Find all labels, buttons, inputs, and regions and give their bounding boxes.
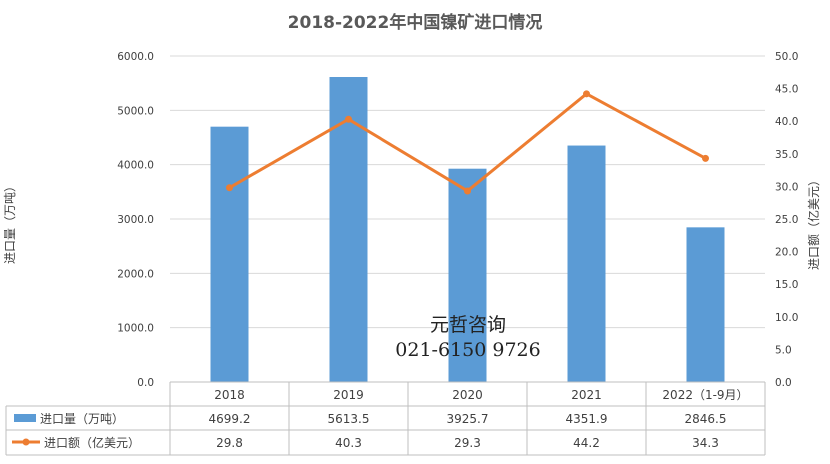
bar <box>567 145 606 382</box>
y2-tick-label: 0.0 <box>775 377 792 389</box>
line-point <box>345 115 352 123</box>
y-tick-label: 6000.0 <box>117 51 154 63</box>
line-point <box>583 90 590 98</box>
y2-tick-label: 30.0 <box>775 181 798 193</box>
bar <box>210 126 249 382</box>
y2-tick-label: 5.0 <box>775 344 792 356</box>
y2-tick-label: 10.0 <box>775 312 798 324</box>
legend-key-bar <box>14 414 36 422</box>
y2-tick-label: 25.0 <box>775 214 798 226</box>
watermark-name: 元哲咨询 <box>430 314 506 336</box>
line-point <box>702 154 709 162</box>
line-series <box>226 90 709 195</box>
chart-title: 2018-2022年中国镍矿进口情况 <box>288 12 543 33</box>
x-tick-label: 2021 <box>571 388 602 402</box>
y2-tick-label: 40.0 <box>775 116 798 128</box>
line-point <box>464 187 471 195</box>
table-cell: 3925.7 <box>447 412 489 426</box>
line-point <box>226 184 233 192</box>
right-axis-ticks: 0.0 5.0 10.0 15.0 20.0 25.0 30.0 35.0 40.0 45.0 50… <box>775 51 798 389</box>
y2-axis-title: 进口额（亿美元） <box>806 174 821 270</box>
table-cell: 4351.9 <box>566 412 608 426</box>
y-tick-label: 5000.0 <box>117 105 154 117</box>
legend-label: 进口量（万吨） <box>40 412 124 426</box>
legend-key-marker <box>22 438 30 446</box>
x-tick-label: 2022（1-9月） <box>662 388 748 402</box>
y2-tick-label: 50.0 <box>775 51 798 63</box>
table-cell: 29.3 <box>454 436 481 450</box>
y2-tick-label: 20.0 <box>775 247 798 259</box>
y2-tick-label: 35.0 <box>775 149 798 161</box>
table-cell: 34.3 <box>692 436 719 450</box>
y-tick-label: 1000.0 <box>117 323 154 335</box>
y-tick-label: 0.0 <box>137 377 154 389</box>
y2-tick-label: 45.0 <box>775 84 798 96</box>
table-cell: 2846.5 <box>685 412 727 426</box>
bar-series <box>210 76 725 383</box>
y-tick-label: 4000.0 <box>117 160 154 172</box>
data-table: 2018 2019 2020 2021 2022（1-9月） 4699.2 5613.5 39… <box>5 381 766 456</box>
legend-label: 进口额（亿美元） <box>44 435 140 450</box>
bar <box>329 76 368 383</box>
y-axis-title: 进口量（万吨） <box>3 180 17 264</box>
watermark-phone: 021-6150 9726 <box>395 339 540 361</box>
table-cell: 5613.5 <box>328 412 370 426</box>
bar <box>686 227 725 382</box>
table-cell: 29.8 <box>216 436 243 450</box>
y2-tick-label: 15.0 <box>775 279 798 291</box>
table-cell: 4699.2 <box>209 412 251 426</box>
bar <box>448 168 487 382</box>
y-tick-label: 2000.0 <box>117 268 154 280</box>
x-tick-label: 2018 <box>214 388 245 402</box>
x-tick-label: 2020 <box>452 388 483 402</box>
x-tick-label: 2019 <box>333 388 364 402</box>
left-axis-ticks: 0.0 1000.0 2000.0 3000.0 4000.0 5000.0 6000.0 <box>117 51 154 389</box>
y-tick-label: 3000.0 <box>117 214 154 226</box>
table-cell: 40.3 <box>335 436 362 450</box>
table-cell: 44.2 <box>573 436 600 450</box>
